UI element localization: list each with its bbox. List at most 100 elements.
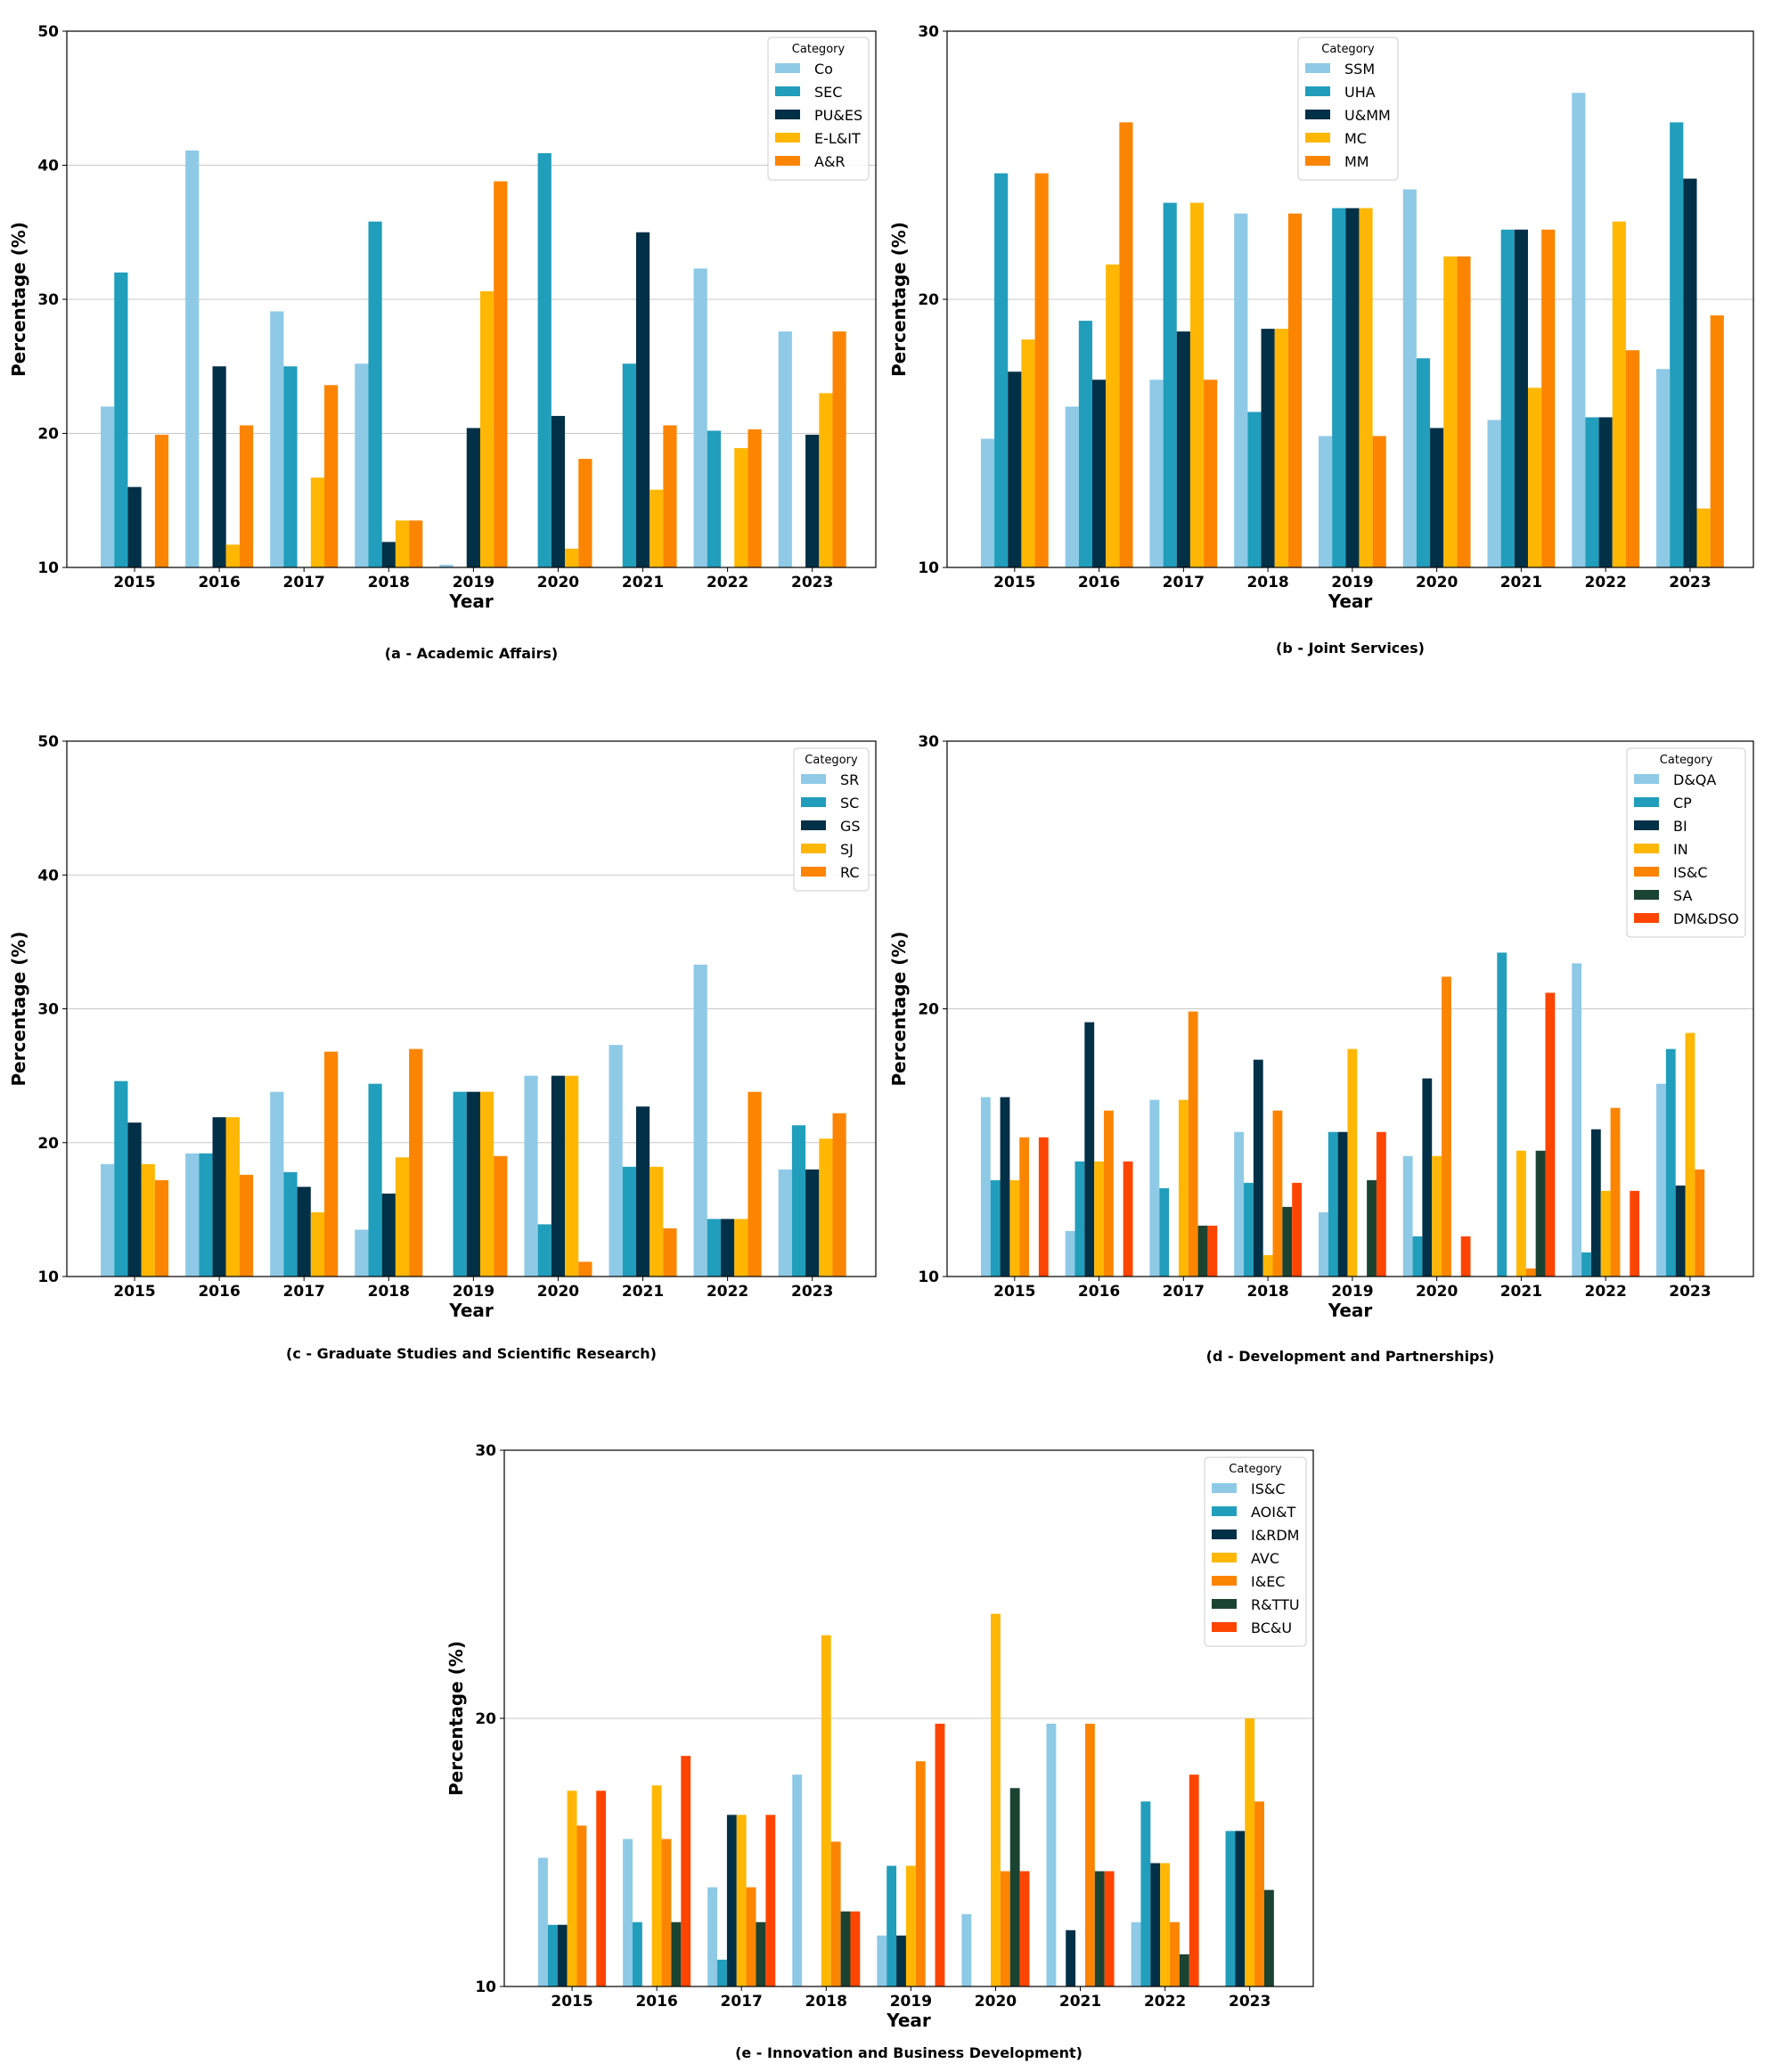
x-tick-label: 2022 xyxy=(1584,1283,1626,1301)
bar-b-UHA-2018 xyxy=(1247,412,1262,567)
bar-e-I&EC-2022 xyxy=(1170,1921,1180,1986)
y-tick-label: 50 xyxy=(37,23,59,41)
x-tick-label: 2023 xyxy=(1669,1283,1711,1301)
bar-d-IN-2019 xyxy=(1347,1048,1358,1277)
bar-d-D&QA-2015 xyxy=(980,1097,991,1277)
bar-c-SR-2022 xyxy=(693,964,707,1277)
y-axis-label: Percentage (%) xyxy=(8,932,29,1087)
bar-c-SJ-2016 xyxy=(225,1117,240,1277)
bar-d-SA-2018 xyxy=(1282,1206,1293,1277)
legend-swatch xyxy=(775,63,800,73)
bar-b-MM-2015 xyxy=(1034,173,1049,567)
bar-e-AVC-2023 xyxy=(1245,1718,1255,1986)
bar-a-PU&ES-2023 xyxy=(805,435,820,567)
x-tick-label: 2017 xyxy=(283,574,325,591)
legend-label: SSM xyxy=(1344,61,1375,77)
bar-d-CP-2018 xyxy=(1244,1182,1254,1277)
x-tick-label: 2020 xyxy=(1416,1283,1458,1301)
bar-e-IS&C-2022 xyxy=(1131,1921,1141,1986)
legend-label: GS xyxy=(840,818,861,835)
plot-frame xyxy=(946,30,1754,568)
bar-b-UHA-2020 xyxy=(1416,358,1431,567)
legend-title: Category xyxy=(805,754,858,767)
y-tick-label: 10 xyxy=(475,1978,496,1996)
legend-label: PU&ES xyxy=(814,107,862,124)
bar-e-I&EC-2016 xyxy=(661,1839,672,1986)
bar-e-IS&C-2017 xyxy=(707,1887,718,1986)
bar-d-IS&C-2023 xyxy=(1695,1169,1705,1277)
bar-c-SC-2018 xyxy=(368,1083,382,1277)
legend-swatch xyxy=(801,844,826,853)
bar-a-E-L&IT-2021 xyxy=(650,489,664,567)
bar-c-GS-2021 xyxy=(635,1106,650,1277)
x-tick-label: 2016 xyxy=(198,574,240,591)
bar-b-SSM-2023 xyxy=(1656,369,1671,567)
bar-e-AVC-2022 xyxy=(1160,1863,1171,1986)
y-tick-label: 40 xyxy=(37,158,59,175)
x-tick-label: 2023 xyxy=(1669,574,1711,591)
y-tick-label: 20 xyxy=(37,1135,59,1153)
bar-d-BI-2019 xyxy=(1337,1131,1348,1277)
x-tick-label: 2015 xyxy=(993,574,1035,591)
bar-d-IS&C-2018 xyxy=(1272,1110,1283,1277)
bar-e-I&RDM-2022 xyxy=(1150,1863,1161,1986)
bar-d-IN-2021 xyxy=(1516,1150,1526,1277)
bar-b-MC-2016 xyxy=(1106,264,1120,567)
x-tick-label: 2018 xyxy=(805,1993,847,2011)
y-tick-label: 20 xyxy=(37,426,59,444)
bar-e-I&EC-2023 xyxy=(1254,1801,1264,1986)
bar-a-PU&ES-2015 xyxy=(127,486,142,567)
y-tick-label: 20 xyxy=(918,291,939,309)
legend-swatch xyxy=(1634,913,1659,923)
bar-d-IS&C-2017 xyxy=(1188,1011,1198,1277)
bar-d-BI-2015 xyxy=(1000,1097,1010,1277)
bar-d-IS&C-2015 xyxy=(1019,1137,1030,1277)
bar-d-D&QA-2020 xyxy=(1402,1155,1413,1277)
bar-c-SC-2019 xyxy=(453,1091,467,1277)
bar-b-MC-2021 xyxy=(1527,387,1542,567)
bar-d-DM&DSO-2020 xyxy=(1460,1236,1471,1277)
legend: Category Co SEC PU&ES E-L&IT A&R xyxy=(767,37,870,181)
bar-e-I&EC-2017 xyxy=(746,1887,756,1986)
bar-c-GS-2016 xyxy=(212,1117,226,1277)
y-tick-label: 40 xyxy=(37,867,59,885)
x-tick-label: 2021 xyxy=(1500,574,1542,591)
bar-d-SA-2021 xyxy=(1535,1150,1546,1277)
bar-d-DM&DSO-2021 xyxy=(1545,992,1556,1277)
bar-a-PU&ES-2016 xyxy=(212,366,226,567)
bar-e-IS&C-2016 xyxy=(623,1839,633,1986)
legend-swatch xyxy=(1212,1553,1237,1562)
x-tick-label: 2019 xyxy=(1331,574,1373,591)
bar-c-SJ-2022 xyxy=(734,1219,748,1277)
bar-b-MM-2022 xyxy=(1625,350,1640,567)
x-tick-label: 2023 xyxy=(791,1283,833,1301)
legend-label: UHA xyxy=(1344,84,1376,101)
bar-b-MM-2023 xyxy=(1710,315,1724,567)
bar-b-MC-2019 xyxy=(1359,208,1373,567)
legend-label: SA xyxy=(1673,887,1692,904)
bar-e-AOI&T-2016 xyxy=(632,1921,642,1986)
x-tick-label: 2017 xyxy=(1163,1283,1205,1301)
legend-label: I&RDM xyxy=(1251,1527,1299,1544)
bar-c-RC-2015 xyxy=(154,1179,169,1277)
bar-d-DM&DSO-2019 xyxy=(1376,1131,1386,1277)
legend-label: MC xyxy=(1344,130,1367,147)
bar-d-DM&DSO-2018 xyxy=(1292,1182,1303,1277)
bar-b-U&MM-2019 xyxy=(1345,208,1360,567)
bar-c-RC-2020 xyxy=(578,1261,592,1277)
bar-e-AVC-2015 xyxy=(567,1791,577,1986)
y-tick-label: 10 xyxy=(918,559,939,577)
legend-swatch xyxy=(1212,1530,1237,1539)
x-axis-label: Year xyxy=(448,591,494,612)
bar-b-U&MM-2015 xyxy=(1008,371,1022,567)
bar-a-SEC-2018 xyxy=(368,221,382,567)
legend-label: D&QA xyxy=(1673,771,1716,788)
x-tick-label: 2023 xyxy=(1229,1993,1271,2011)
bar-e-AOI&T-2017 xyxy=(717,1959,727,1986)
bar-b-MC-2020 xyxy=(1443,256,1458,567)
chart-panel-a: 10 20 30 40 50 2015 2016 2017 2018 2019 2020 2021 20… xyxy=(8,23,877,662)
x-tick-label: 2021 xyxy=(1500,1283,1542,1301)
bar-c-SR-2017 xyxy=(270,1091,284,1277)
bar-a-E-L&IT-2017 xyxy=(310,477,325,567)
bar-c-SJ-2018 xyxy=(395,1157,410,1277)
